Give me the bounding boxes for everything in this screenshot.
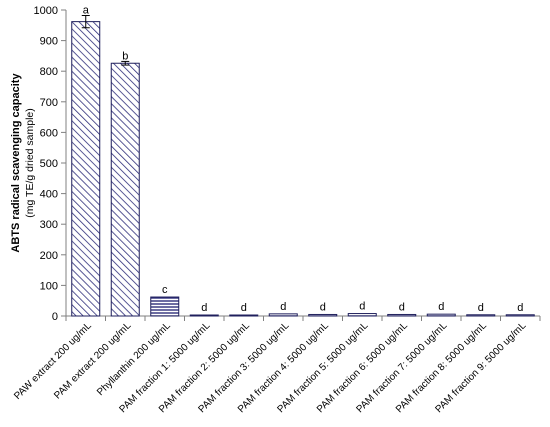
significance-label: d <box>399 301 405 313</box>
bar <box>71 21 101 317</box>
bar <box>347 313 377 317</box>
bar <box>268 313 298 317</box>
y-axis-title: ABTS radical scavenging capacity (mg TE/… <box>10 73 36 253</box>
y-axis-unit-label: (mg TE/g dried sample) <box>24 108 36 218</box>
bar <box>110 62 140 317</box>
bar <box>229 314 259 317</box>
axes: 0 100 200 300 400 500 600 700 800 900 1000 <box>34 5 541 323</box>
y-tick-label: 300 <box>40 219 58 231</box>
y-tick-label: 700 <box>40 97 58 109</box>
significance-label: d <box>517 302 523 314</box>
significance-label: d <box>241 302 247 314</box>
bar <box>308 313 338 317</box>
y-tick-label: 200 <box>40 250 58 262</box>
significance-label: d <box>478 302 484 314</box>
y-tick-label: 0 <box>52 311 58 323</box>
y-tick-label: 800 <box>40 66 58 78</box>
significance-label: d <box>201 302 207 314</box>
significance-label: b <box>122 50 128 62</box>
significance-label: d <box>320 301 326 313</box>
y-tick-label: 600 <box>40 127 58 139</box>
category-label: PAM extract 200 ug/mL <box>52 320 133 401</box>
y-axis-label: ABTS radical scavenging capacity <box>10 73 22 253</box>
significance-label: a <box>83 5 90 17</box>
significance-label: d <box>280 301 286 313</box>
y-tick-label: 100 <box>40 280 58 292</box>
bar <box>505 314 535 317</box>
y-tick-label: 400 <box>40 189 58 201</box>
bars <box>71 15 535 317</box>
bar <box>466 314 496 317</box>
significance-label: c <box>162 284 168 296</box>
y-tick-label: 1000 <box>34 5 58 17</box>
bar <box>426 313 456 317</box>
y-tick-label: 900 <box>40 36 58 48</box>
category-label: Phyllanthin 200 ug/mL <box>95 320 173 398</box>
bar <box>150 296 180 317</box>
bar <box>387 313 417 317</box>
category-label: PAW extract 200 ug/mL <box>12 320 94 402</box>
bar <box>189 314 219 317</box>
significance-label: d <box>438 301 444 313</box>
significance-label: d <box>359 301 365 313</box>
y-tick-label: 500 <box>40 158 58 170</box>
